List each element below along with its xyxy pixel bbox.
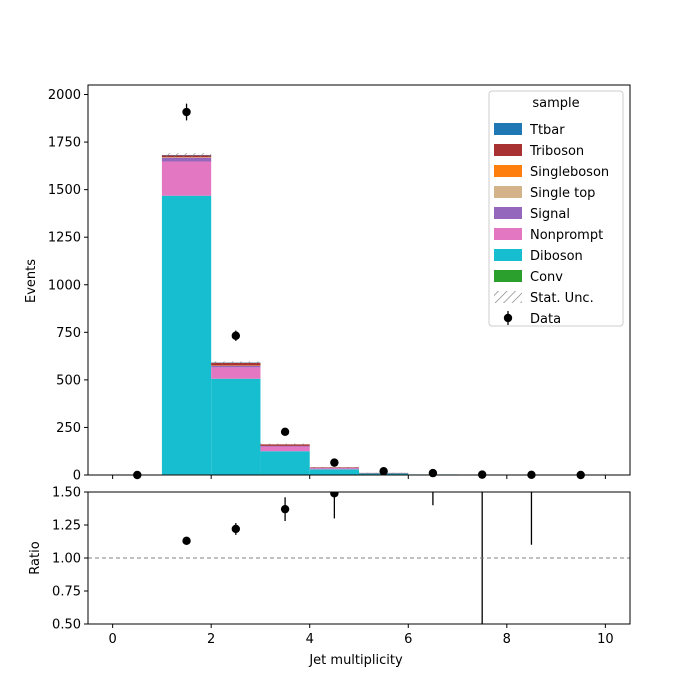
data-point <box>379 466 388 476</box>
main-y-tick-label: 750 <box>56 326 81 341</box>
ratio-points <box>182 263 535 624</box>
legend-label: Conv <box>530 270 563 285</box>
main-y-tick-label: 1750 <box>48 136 81 151</box>
legend-swatch <box>494 249 522 261</box>
legend-entry: Nonprompt <box>494 228 603 243</box>
legend-entry: Conv <box>494 270 563 285</box>
bar-segment <box>211 378 261 475</box>
stacked-bars <box>161 155 507 475</box>
ratio-point <box>429 263 437 271</box>
data-point <box>330 458 339 467</box>
series-singleboson <box>161 157 261 366</box>
legend-label: Single top <box>530 186 595 201</box>
stat-unc-band <box>260 443 310 446</box>
stat-unc-band <box>161 153 212 157</box>
legend-entry: Ttbar <box>494 123 565 138</box>
data-point <box>428 468 438 478</box>
ratio-y-tick-label: 1.50 <box>52 486 81 501</box>
legend-label: Singleboson <box>530 165 609 180</box>
main-y-tick-label: 250 <box>56 421 81 436</box>
legend-label: Nonprompt <box>530 228 603 243</box>
legend-entry: Singleboson <box>494 165 609 180</box>
ratio-y-tick-label: 0.75 <box>52 585 81 600</box>
legend-entry: Single top <box>494 186 595 201</box>
bar-segment <box>260 446 310 452</box>
x-axis-label: Jet multiplicity <box>308 653 403 668</box>
x-tick-label: 6 <box>404 632 412 647</box>
legend-hatch-swatch <box>494 291 522 303</box>
x-tick-label: 0 <box>108 632 116 647</box>
ratio-point <box>379 435 387 443</box>
bar-segment <box>161 161 212 196</box>
ratio-point <box>330 492 339 498</box>
legend-box <box>488 90 624 327</box>
ratio-y-tick-label: 1.00 <box>52 552 81 567</box>
data-point <box>280 427 290 437</box>
main-y-tick-label: 1250 <box>48 231 81 246</box>
bar-segment <box>211 365 261 368</box>
ratio-point <box>280 504 290 514</box>
ratio-point <box>182 536 191 546</box>
main-y-axis-label: Events <box>24 259 39 303</box>
bar-segment <box>309 468 359 470</box>
legend-entry: Data <box>503 311 561 327</box>
bar-segment <box>260 444 310 446</box>
legend-label: Signal <box>530 207 570 222</box>
legend-label: Triboson <box>529 144 584 159</box>
ratio-y-axis-label: Ratio <box>28 541 43 574</box>
bar-segment <box>211 362 261 366</box>
legend-swatch <box>494 228 522 240</box>
ratio-y-tick-label: 0.50 <box>52 618 81 633</box>
series-diboson <box>161 195 507 475</box>
legend-title: sample <box>532 96 579 111</box>
ratio-point <box>478 422 486 430</box>
bar-segment <box>309 469 359 475</box>
data-point <box>182 107 191 117</box>
legend: sample Ttbar Triboson Singleboson Single top… <box>488 90 624 327</box>
legend-label: Diboson <box>530 249 583 264</box>
legend-swatch <box>494 123 522 135</box>
main-y-tick-label: 1500 <box>48 183 81 198</box>
x-tick-label: 10 <box>597 632 614 647</box>
legend-entry: Signal <box>494 207 570 222</box>
main-frame <box>87 84 631 476</box>
bar-segment <box>161 157 212 162</box>
series-single-top <box>161 157 261 366</box>
legend-label: Stat. Unc. <box>530 291 594 306</box>
x-tick-label: 8 <box>503 632 511 647</box>
main-y-tick-label: 1000 <box>48 278 81 293</box>
legend-entry: Stat. Unc. <box>494 291 594 306</box>
legend-data-marker <box>503 313 513 323</box>
stat-unc-band <box>211 361 261 364</box>
main-y-tick-label: 0 <box>73 469 81 484</box>
x-tick-label: 4 <box>306 632 314 647</box>
legend-label: Ttbar <box>529 123 565 138</box>
ratio-point <box>527 356 535 364</box>
series-signal <box>161 157 359 469</box>
bar-segment <box>260 445 310 447</box>
legend-entry: Diboson <box>494 249 583 264</box>
main-y-tick-label: 500 <box>56 373 81 388</box>
ratio-panel: 0.50 0.75 1.00 1.25 1.50 0 2 4 6 8 10 <box>52 263 631 647</box>
bar-segment <box>260 451 310 475</box>
data-point <box>231 331 241 340</box>
legend-swatch <box>494 165 522 177</box>
bar-segment <box>211 367 261 379</box>
stat-unc-band <box>309 467 359 468</box>
bar-segment <box>161 195 212 475</box>
ratio-y-tick-label: 1.25 <box>52 519 81 534</box>
legend-swatch <box>494 270 522 282</box>
ratio-frame <box>87 491 631 625</box>
main-y-tick-label: 2000 <box>48 88 81 103</box>
legend-swatch <box>494 207 522 219</box>
legend-swatch <box>494 186 522 198</box>
ratio-point <box>231 524 241 534</box>
legend-entry: Triboson <box>494 144 584 159</box>
x-tick-label: 2 <box>207 632 215 647</box>
main-panel: 0 250 500 750 1000 1250 1500 1750 2000 <box>48 84 631 484</box>
legend-label: Data <box>530 312 561 327</box>
legend-swatch <box>494 144 522 156</box>
